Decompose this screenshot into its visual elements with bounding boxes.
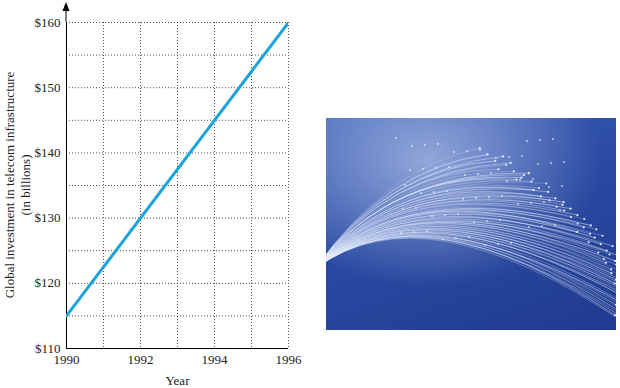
svg-text:$120: $120 [35, 275, 61, 290]
svg-text:1992: 1992 [128, 352, 154, 367]
svg-text:$140: $140 [35, 145, 61, 160]
svg-text:Global investment in telecom i: Global investment in telecom infrastruct… [2, 71, 33, 298]
svg-text:1994: 1994 [202, 352, 229, 367]
svg-text:$160: $160 [35, 15, 61, 30]
svg-text:1996: 1996 [276, 352, 303, 367]
svg-text:1990: 1990 [54, 352, 80, 367]
svg-text:$130: $130 [35, 210, 61, 225]
svg-text:Year: Year [166, 373, 191, 388]
svg-text:$110: $110 [35, 340, 61, 356]
svg-text:$150: $150 [35, 80, 61, 95]
